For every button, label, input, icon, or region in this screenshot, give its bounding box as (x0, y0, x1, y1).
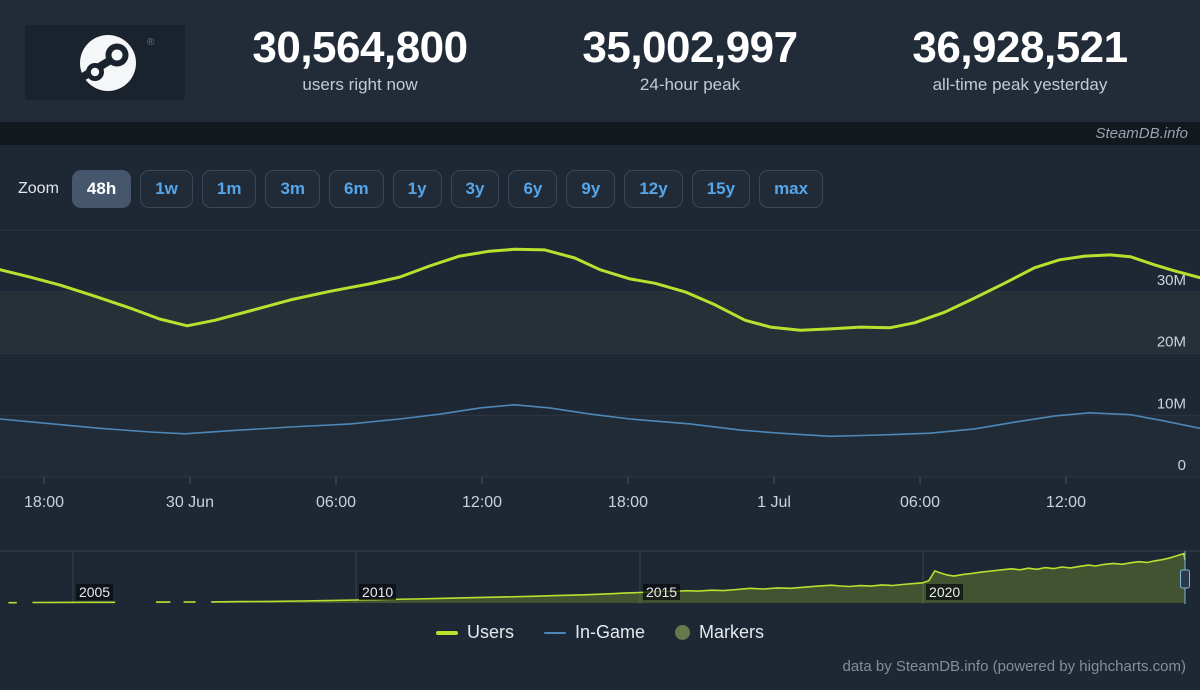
y-axis-label: 30M (1157, 272, 1186, 289)
zoom-toolbar: Zoom 48h 1w 1m 3m 6m 1y 3y 6y 9y 12y 15y max (18, 170, 832, 208)
navigator[interactable]: 2005 2010 2015 2020 (0, 547, 1200, 611)
band-0-10m (0, 415, 1200, 477)
stat-value: 30,564,800 (252, 23, 468, 72)
steam-logo-box: ® (25, 25, 185, 100)
x-axis-label: 18:00 (608, 494, 648, 511)
users-series-line[interactable] (0, 247, 1200, 332)
stat-label: all-time peak yesterday (932, 75, 1108, 94)
zoom-button-1y[interactable]: 1y (392, 170, 442, 208)
chart-legend: Users In-Game Markers (0, 622, 1200, 643)
legend-item-in-game[interactable]: In-Game (543, 622, 646, 643)
steam-logo-icon (78, 35, 136, 91)
zoom-button-1m[interactable]: 1m (201, 170, 257, 208)
navigator-area (211, 553, 1185, 603)
stat-24-hour-peak: 35,002,997 24-hour peak (582, 23, 798, 95)
zoom-button-3m[interactable]: 3m (265, 170, 321, 208)
zoom-button-9y[interactable]: 9y (566, 170, 616, 208)
stat-label: users right now (302, 75, 418, 94)
x-axis-label: 06:00 (316, 494, 356, 511)
header: ® 30,564,800 users right now 35,002,997 … (0, 0, 1200, 122)
legend-item-markers[interactable]: Markers (675, 622, 764, 643)
legend-line-swatch (435, 630, 458, 635)
stat-value: 35,002,997 (582, 23, 798, 72)
navigator-year-label-2020: 2020 (926, 584, 964, 600)
zoom-button-12y[interactable]: 12y (624, 170, 683, 208)
x-axis-label: 18:00 (24, 494, 64, 511)
navigator-handle[interactable] (1180, 569, 1190, 589)
stat-users-right-now: 30,564,800 users right now (252, 23, 468, 95)
navigator-year-label-2010: 2010 (359, 584, 397, 600)
navigator-series-line (8, 552, 1186, 604)
x-axis-label: 12:00 (1046, 494, 1086, 511)
y-axis-label: 0 (1178, 457, 1186, 474)
chart-panel: Zoom 48h 1w 1m 3m 6m 1y 3y 6y 9y 12y 15y max 18:00 3… (0, 145, 1200, 690)
watermark-text: SteamDB.info (1095, 125, 1188, 142)
x-axis-label: 1 Jul (757, 494, 791, 511)
zoom-button-15y[interactable]: 15y (691, 170, 751, 208)
zoom-label: Zoom (18, 180, 59, 197)
navigator-year-label-2005: 2005 (75, 584, 114, 600)
legend-label: Users (466, 622, 514, 642)
y-axis-label: 10M (1157, 395, 1186, 412)
in-game-series-line[interactable] (0, 404, 1200, 438)
credits-text: data by SteamDB.info (powered by highcha… (842, 658, 1187, 675)
x-axis-label: 12:00 (462, 494, 502, 511)
y-axis-label: 20M (1157, 334, 1186, 351)
zoom-button-6m[interactable]: 6m (329, 170, 384, 208)
legend-item-users[interactable]: Users (435, 622, 514, 643)
navigator-year-label-2015: 2015 (642, 584, 681, 600)
zoom-button-48h[interactable]: 48h (71, 170, 132, 208)
x-axis-label: 06:00 (900, 494, 940, 511)
zoom-button-6y[interactable]: 6y (508, 170, 558, 208)
legend-label: Markers (699, 622, 765, 642)
main-chart[interactable]: 18:00 30 Jun 06:00 12:00 18:00 1 Jul 06:00 12:0… (0, 225, 1200, 520)
zoom-button-3y[interactable]: 3y (450, 170, 500, 208)
legend-label: In-Game (574, 622, 646, 642)
stat-all-time-peak: 36,928,521 all-time peak yesterday (912, 23, 1128, 95)
legend-line-swatch (543, 631, 566, 634)
zoom-button-1w[interactable]: 1w (140, 170, 193, 208)
stat-label: 24-hour peak (639, 75, 741, 94)
x-axis-label: 30 Jun (166, 494, 214, 511)
stat-value: 36,928,521 (912, 23, 1128, 72)
zoom-button-group: 48h 1w 1m 3m 6m 1y 3y 6y 9y 12y 15y max (71, 170, 832, 208)
zoom-button-max[interactable]: max (759, 170, 824, 208)
watermark-bar: SteamDB.info (0, 122, 1200, 145)
registered-trademark-icon: ® (147, 37, 155, 48)
legend-circle-swatch (675, 625, 691, 640)
